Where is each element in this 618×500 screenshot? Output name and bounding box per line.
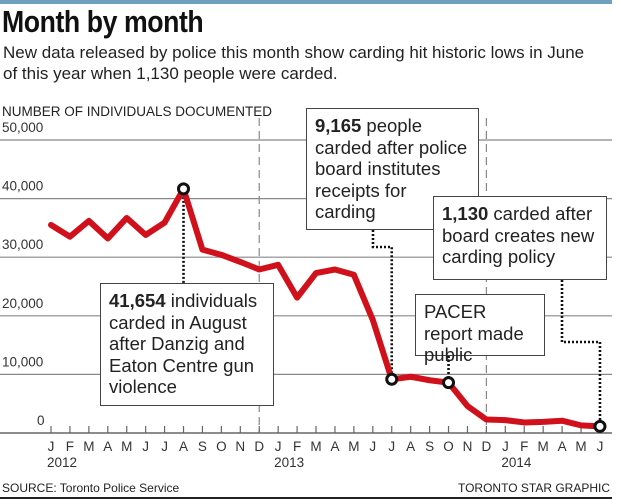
annotation-july-2013: 9,165 people carded after police board i… (306, 108, 479, 230)
annotation-text: carded after board creates new carding p… (442, 203, 595, 267)
y-tick-label: 20,000 (2, 296, 43, 311)
series-line (48, 185, 603, 430)
x-tick-label: J (275, 439, 282, 454)
annotation-text: individuals carded in August after Danzi… (109, 290, 258, 397)
x-tick-label: O (443, 439, 454, 454)
x-tick-label: J (502, 439, 509, 454)
x-tick-label: J (388, 439, 395, 454)
annotation-value: 1,130 (442, 203, 489, 224)
annotation-june-2014: 1,130 carded after board creates new car… (433, 196, 607, 280)
x-tick-label: M (83, 439, 94, 454)
annotation-value: 9,165 (315, 115, 362, 136)
highlighted-data-point (442, 376, 456, 390)
y-tick-label: 0 (37, 413, 45, 428)
chart-title: Month by month (2, 4, 204, 39)
x-tick-label: M (310, 439, 321, 454)
x-tick-label: F (66, 439, 74, 454)
y-tick-label: 30,000 (2, 237, 43, 252)
x-tick-label: N (235, 439, 245, 454)
x-tick-label: M (121, 439, 132, 454)
x-tick-label: O (216, 439, 227, 454)
x-tick-label: N (463, 439, 473, 454)
annotation-august-2012: 41,654 individuals carded in August afte… (100, 283, 274, 406)
x-tick-label: M (348, 439, 359, 454)
x-tick-label: S (198, 439, 207, 454)
chart-subtitle: New data released by police this month s… (3, 43, 585, 83)
year-label: 2014 (501, 455, 532, 470)
annotation-text: people carded after police board institu… (315, 115, 468, 222)
x-tick-label: F (293, 439, 301, 454)
annotation-value: 41,654 (109, 290, 166, 311)
x-tick-label: D (482, 439, 492, 454)
x-tick-label: J (161, 439, 168, 454)
leader-line (371, 230, 394, 380)
x-tick-label: M (538, 439, 549, 454)
x-tick-label: A (330, 439, 339, 454)
x-tick-label: A (406, 439, 415, 454)
year-label: 2012 (47, 455, 77, 470)
year-label: 2013 (274, 455, 304, 470)
annotation-october-2013: PACER report made public (415, 294, 545, 365)
x-tick-label: J (369, 439, 376, 454)
highlighted-data-point (593, 419, 607, 433)
y-tick-label: 10,000 (2, 354, 43, 369)
leader-line (560, 280, 602, 427)
annotation-text: PACER report made public (424, 301, 524, 365)
top-accent-bar (0, 0, 612, 4)
x-tick-label: A (179, 439, 188, 454)
footer-rule (0, 497, 612, 499)
highlighted-data-point (177, 182, 191, 196)
y-tick-label: 50,000 (2, 120, 43, 135)
x-tick-label: F (520, 439, 528, 454)
x-tick-label: J (142, 439, 149, 454)
highlighted-data-point (385, 372, 399, 386)
x-tick-label: S (425, 439, 434, 454)
y-axis-label: NUMBER OF INDIVIDUALS DOCUMENTED (2, 104, 273, 119)
source-note: SOURCE: Toronto Police Service (2, 481, 180, 495)
x-tick-label: J (48, 439, 55, 454)
y-tick-label: 40,000 (2, 179, 43, 194)
x-tick-label: A (558, 439, 567, 454)
x-tick-label: A (103, 439, 112, 454)
graphic-credit: TORONTO STAR GRAPHIC (457, 481, 610, 495)
x-tick-label: J (597, 439, 604, 454)
x-tick-label: M (575, 439, 586, 454)
x-tick-label: D (254, 439, 264, 454)
